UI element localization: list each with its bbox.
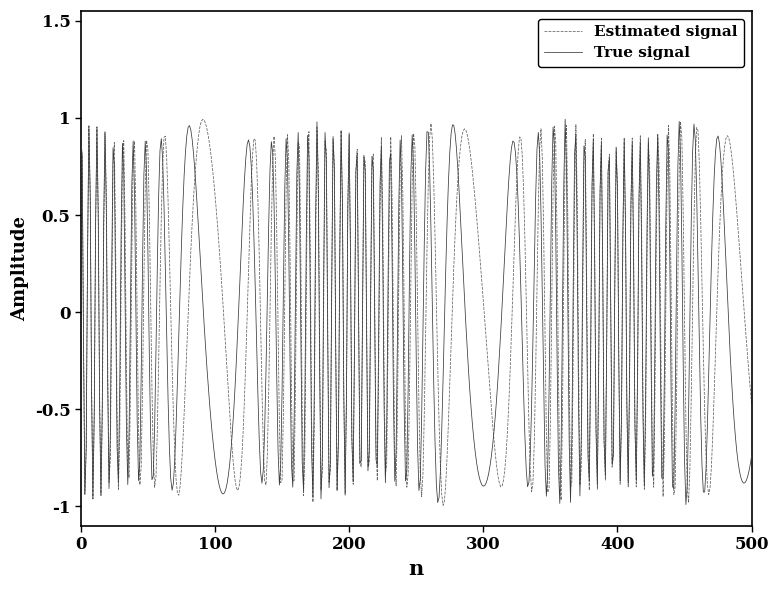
Estimated signal — [198, 116, 207, 123]
Estimated signal — [272, 225, 282, 232]
True signal — [633, 362, 642, 369]
Estimated signal — [511, 208, 520, 215]
Y-axis label: Amplitude: Amplitude — [11, 216, 29, 321]
Estimated signal — [634, 208, 644, 215]
X-axis label: n: n — [409, 559, 424, 579]
Estimated signal — [76, 136, 86, 143]
Line: True signal: True signal — [81, 119, 752, 504]
True signal — [271, 280, 280, 287]
True signal — [76, 136, 86, 143]
Estimated signal — [321, 147, 331, 154]
True signal — [561, 116, 570, 123]
True signal — [747, 452, 757, 459]
Estimated signal — [747, 401, 757, 408]
Legend: Estimated signal, True signal: Estimated signal, True signal — [538, 19, 744, 67]
True signal — [243, 140, 252, 148]
Estimated signal — [519, 186, 528, 193]
Estimated signal — [244, 264, 254, 271]
True signal — [516, 287, 526, 294]
True signal — [681, 501, 690, 508]
Line: Estimated signal: Estimated signal — [81, 119, 752, 506]
True signal — [321, 129, 330, 136]
Estimated signal — [438, 502, 448, 509]
True signal — [508, 137, 517, 145]
